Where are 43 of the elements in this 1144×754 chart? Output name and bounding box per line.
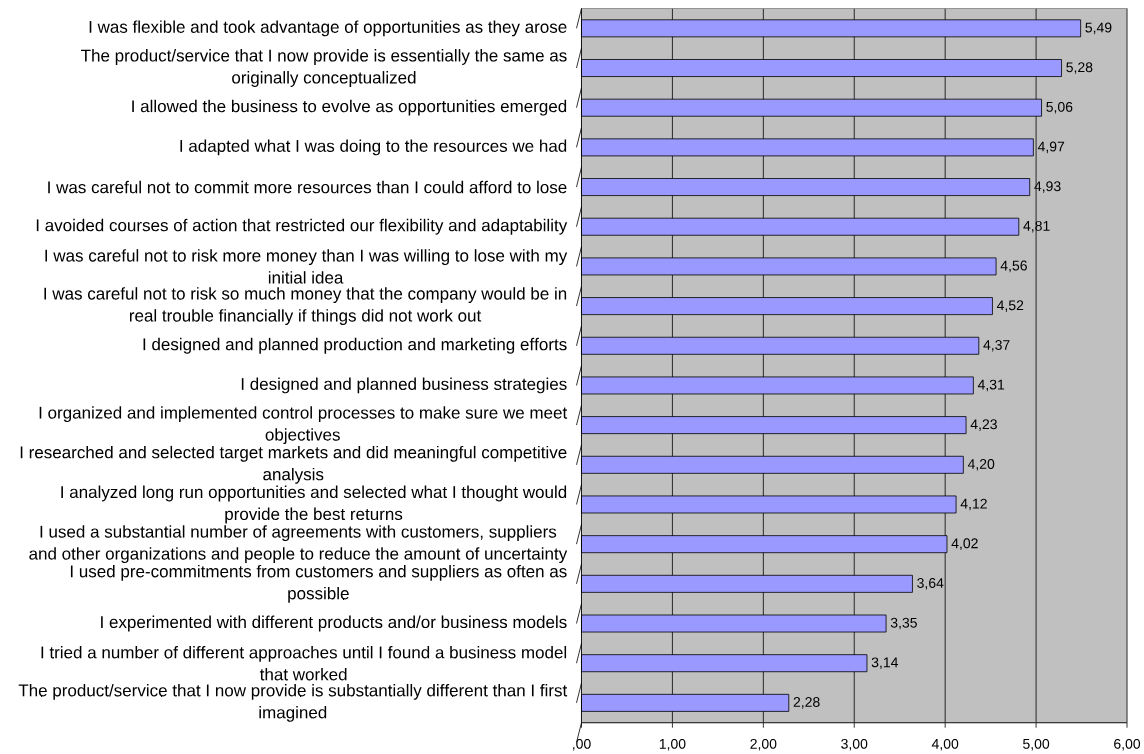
data-label: 4,12 bbox=[960, 498, 987, 511]
y-tick-label: I experimented with different products and/or business models bbox=[101, 615, 567, 632]
data-label: 4,56 bbox=[1000, 260, 1027, 273]
y-tick-label: I tried a number of different approaches until I found a business model that worked bbox=[41, 645, 567, 681]
y-tick-label: I adapted what I was doing to the resources we had bbox=[180, 139, 567, 156]
x-tick-label: 6,00 bbox=[1114, 738, 1141, 751]
data-label: 3,35 bbox=[890, 617, 917, 630]
data-label: 4,31 bbox=[977, 379, 1005, 392]
x-tick-label: 1,00 bbox=[659, 738, 686, 751]
data-label: 4,81 bbox=[1023, 220, 1050, 233]
y-tick-label: I allowed the business to evolve as opportunities emerged bbox=[132, 99, 567, 116]
x-tick-label: 5,00 bbox=[1023, 738, 1050, 751]
y-tick-label: I was careful not to risk so much money that the company would be in real trouble financially if things did not work out bbox=[44, 287, 567, 326]
data-label: 5,49 bbox=[1085, 22, 1112, 35]
data-label: 3,14 bbox=[871, 657, 899, 669]
data-label: 3,64 bbox=[917, 578, 944, 590]
data-label: 5,06 bbox=[1046, 101, 1073, 114]
y-tick-label: I designed and planned business strategies bbox=[241, 377, 567, 394]
y-tick-label: I was flexible and took advantage of opportunities as they arose bbox=[89, 20, 567, 37]
data-label: 4,97 bbox=[1037, 141, 1065, 154]
data-label: 4,23 bbox=[970, 419, 997, 431]
data-label: 4,52 bbox=[996, 300, 1024, 312]
x-tick-label: ,00 bbox=[573, 738, 591, 751]
data-label: 5,28 bbox=[1066, 62, 1093, 74]
data-label: 4,20 bbox=[967, 459, 995, 471]
y-tick-label: I designed and planned production and marketing efforts bbox=[143, 337, 567, 354]
y-tick-label: I researched and selected target markets and did meaningful competitive analysis bbox=[20, 445, 567, 484]
data-label: 4,37 bbox=[983, 339, 1010, 352]
y-tick-label: I analyzed long run opportunities and selected what I thought would provide the best returns bbox=[61, 485, 567, 524]
data-label: 2,28 bbox=[793, 697, 820, 709]
y-tick-label: The product/service that I now provide is essentially the same as originally conceptualized bbox=[81, 49, 567, 87]
y-tick-label: I used a substantial number of agreements with customers, suppliers and other organizations and people to reduce the amount of uncertainty bbox=[29, 525, 568, 564]
y-tick-label: The product/service that I now provide is substantially different than I first imagined bbox=[18, 683, 568, 722]
y-tick-label: I organized and implemented control processes to make sure we meet objectives bbox=[39, 406, 568, 445]
data-label: 4,93 bbox=[1034, 181, 1061, 193]
data-label: 4,02 bbox=[951, 538, 978, 550]
y-tick-label: I was careful not to commit more resources than I could afford to lose bbox=[48, 180, 567, 194]
x-tick-label: 3,00 bbox=[841, 738, 868, 751]
x-tick-label: 4,00 bbox=[931, 738, 959, 751]
x-tick-label: 2,00 bbox=[750, 738, 777, 751]
y-tick-label: I avoided courses of action that restricted our flexibility and adaptability bbox=[36, 218, 568, 235]
y-tick-label: I was careful not to risk more money than I was willing to lose with my initial idea bbox=[45, 249, 568, 284]
y-tick-label: I used pre-commitments from customers and suppliers as often as possible bbox=[70, 564, 567, 603]
